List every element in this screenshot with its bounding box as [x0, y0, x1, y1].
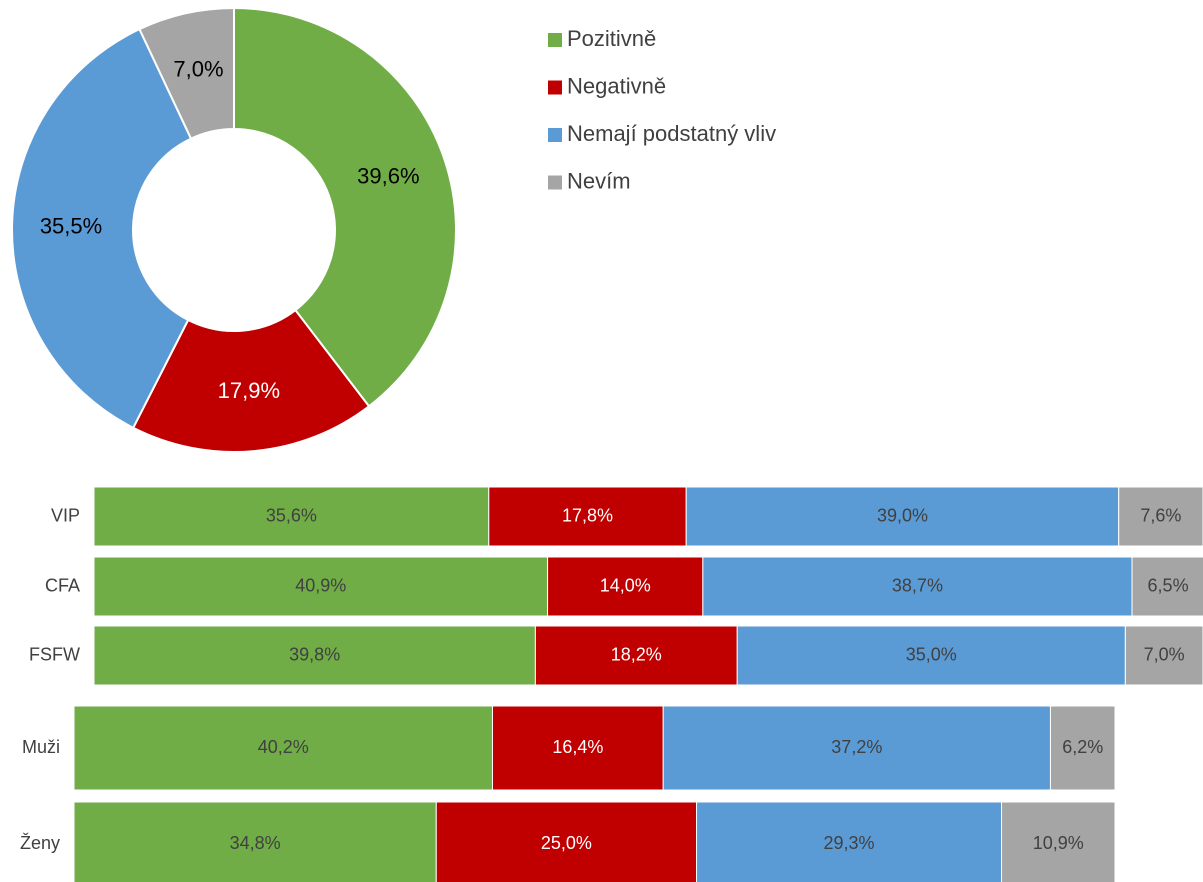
bar-segment [93, 625, 536, 686]
bar-segment [662, 705, 1051, 791]
bar-label: 40,9% [295, 575, 346, 595]
bar-label: 39,8% [289, 644, 340, 664]
bar-label: 35,0% [906, 644, 957, 664]
donut-slice [11, 27, 193, 430]
bar-label: 34,8% [230, 833, 281, 853]
legend-swatch [548, 80, 562, 95]
slice-label: 39,6% [357, 163, 419, 188]
bar-label: 14,0% [600, 575, 651, 595]
bar-segment [491, 705, 664, 791]
donut-slice [233, 6, 457, 408]
bar-segment [1131, 556, 1203, 617]
bar-segment [1124, 625, 1203, 686]
category-label: CFA [45, 575, 80, 595]
legend-label: Negativně [567, 73, 666, 98]
category-label: VIP [51, 505, 80, 525]
bar-label: 10,9% [1033, 833, 1084, 853]
legend-swatch [548, 33, 562, 47]
donut-slice [131, 308, 371, 453]
bar-segment [1049, 705, 1116, 791]
bar-segment [736, 625, 1126, 686]
bar-label: 6,5% [1148, 575, 1189, 595]
category-label: Ženy [20, 833, 60, 853]
bar-label: 16,4% [552, 737, 603, 757]
legend-swatch [548, 175, 562, 190]
bar-label: 7,0% [1144, 644, 1185, 664]
bar-segment [435, 801, 698, 882]
category-label: Muži [22, 737, 60, 757]
bar-label: 7,6% [1140, 505, 1181, 525]
bar-label: 39,0% [877, 505, 928, 525]
bar-label: 18,2% [611, 644, 662, 664]
bar-label: 29,3% [824, 833, 875, 853]
slice-label: 17,9% [218, 378, 280, 403]
category-label: FSFW [29, 644, 80, 664]
bar-segment [534, 625, 738, 686]
bar-segment [1001, 801, 1116, 882]
bar-label: 6,2% [1062, 737, 1103, 757]
bar-segment [547, 556, 704, 617]
bar-label: 17,8% [562, 505, 613, 525]
legend-label: Nemají podstatný vliv [567, 121, 776, 146]
bar-segment [702, 556, 1133, 617]
bar-segment [93, 556, 549, 617]
bar-segment [73, 705, 493, 791]
legend-label: Nevím [567, 168, 631, 193]
donut-slice [138, 6, 235, 140]
bar-segment [696, 801, 1003, 882]
bar-label: 40,2% [258, 737, 309, 757]
bar-label: 38,7% [892, 575, 943, 595]
bar-segment [685, 486, 1120, 547]
slice-label: 7,0% [173, 57, 223, 82]
bar-label: 37,2% [831, 737, 882, 757]
slice-label: 35,5% [40, 213, 102, 238]
legend-swatch [548, 128, 562, 142]
legend-label: Pozitivně [567, 26, 656, 51]
bar-label: 25,0% [541, 833, 592, 853]
bar-segment [73, 801, 437, 882]
bar-segment [1118, 486, 1203, 547]
bar-label: 35,6% [266, 505, 317, 525]
bar-segment [488, 486, 687, 547]
